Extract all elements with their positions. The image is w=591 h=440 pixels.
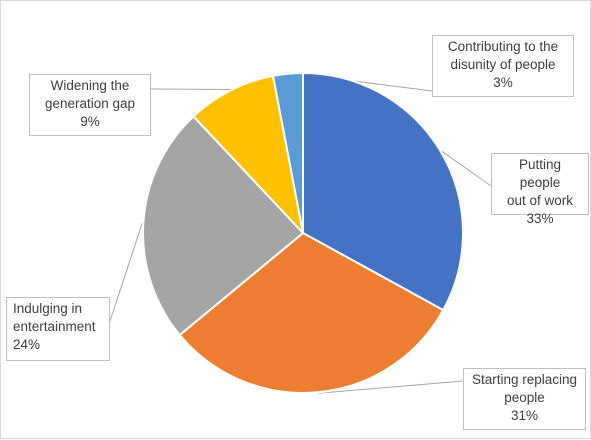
callout-label-line: Indulging in (13, 301, 83, 316)
callout-indulging-in-entertainment: Indulging in entertainment 24% (6, 297, 110, 361)
leader-line (150, 88, 230, 91)
callout-label-line: entertainment (13, 319, 96, 334)
callout-value: 3% (493, 75, 513, 90)
callout-starting-replacing-people: Starting replacing people 31% (463, 368, 586, 430)
leader-line (318, 380, 464, 394)
pie-slice (302, 72, 464, 312)
callout-label-line: generation gap (44, 96, 136, 111)
callout-label-line: people (504, 390, 545, 405)
callout-value: 33% (526, 211, 554, 226)
pie-slice (272, 71, 304, 234)
pie-slice (142, 115, 304, 336)
pie-slice (178, 232, 445, 394)
leader-line (109, 222, 143, 322)
callout-label-line: Putting people (518, 157, 562, 190)
callout-value: 24% (13, 337, 41, 352)
callout-label-line: Starting replacing (471, 372, 578, 387)
leader-line (441, 150, 492, 187)
callout-label-line: out of work (506, 193, 574, 208)
callout-label-line: disunity of people (450, 57, 556, 72)
callout-contributing-to-disunity: Contributing to the disunity of people 3… (432, 35, 574, 97)
callout-value: 31% (510, 408, 539, 423)
callout-value: 9% (80, 114, 100, 129)
pie-slices (142, 71, 464, 394)
callout-label-line: Contributing to the (447, 39, 559, 54)
callout-putting-people-out-of-work: Putting people out of work 33% (491, 153, 589, 226)
pie-slice (192, 74, 304, 234)
callout-label-line: Widening the (50, 78, 130, 93)
callout-widening-the-generation-gap: Widening the generation gap 9% (29, 74, 151, 136)
